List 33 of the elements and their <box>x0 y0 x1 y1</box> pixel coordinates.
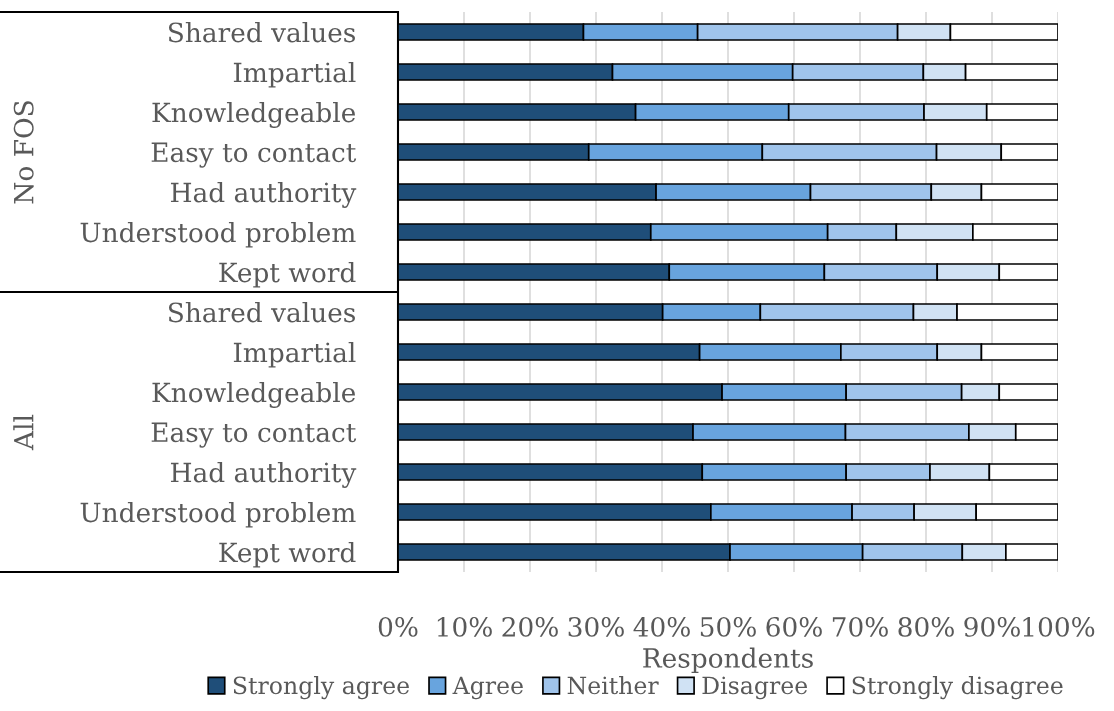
y-tick-label: Kept word <box>219 261 356 288</box>
y-tick-label: Understood problem <box>80 501 356 528</box>
text: All <box>13 414 34 451</box>
x-tick-label: 100% <box>1023 616 1095 637</box>
x-tick-label: 40% <box>633 616 690 637</box>
x-tick-label: 90% <box>964 616 1020 637</box>
text: No FOS <box>13 101 34 204</box>
y-tick-label: Kept word <box>219 541 356 568</box>
y-tick-label: Knowledgeable <box>152 101 356 128</box>
x-axis-title: Respondents <box>643 647 813 674</box>
y-tick-label: Impartial <box>233 341 356 368</box>
x-tick-label: 80% <box>898 616 954 637</box>
x-tick-label: 0% <box>378 616 418 637</box>
legend-label: Strongly disagree <box>852 676 1063 700</box>
legend-label: Agree <box>452 676 523 700</box>
y-tick-label: Shared values <box>168 21 355 43</box>
x-tick-label: 50% <box>700 616 756 637</box>
x-tick-label: 10% <box>437 616 492 637</box>
y-tick-label: Shared values <box>168 301 355 323</box>
y-tick-label: Understood problem <box>80 221 356 248</box>
y-tick-label: Knowledgeable <box>152 381 356 408</box>
legend-label: Strongly agree <box>233 676 409 700</box>
y-tick-label: Easy to contact <box>151 422 357 448</box>
y-tick-label: Easy to contact <box>151 142 357 168</box>
x-tick-label: 20% <box>502 616 558 637</box>
legend-label: Disagree <box>702 676 808 700</box>
y-tick-label: Had authority <box>170 461 357 488</box>
y-tick-label: Impartial <box>233 61 356 88</box>
x-tick-label: 30% <box>568 616 624 637</box>
x-tick-label: 60% <box>766 616 822 637</box>
x-tick-label: 70% <box>832 616 888 637</box>
legend-label: Neither <box>567 676 659 695</box>
y-tick-label: Had authority <box>170 181 357 208</box>
